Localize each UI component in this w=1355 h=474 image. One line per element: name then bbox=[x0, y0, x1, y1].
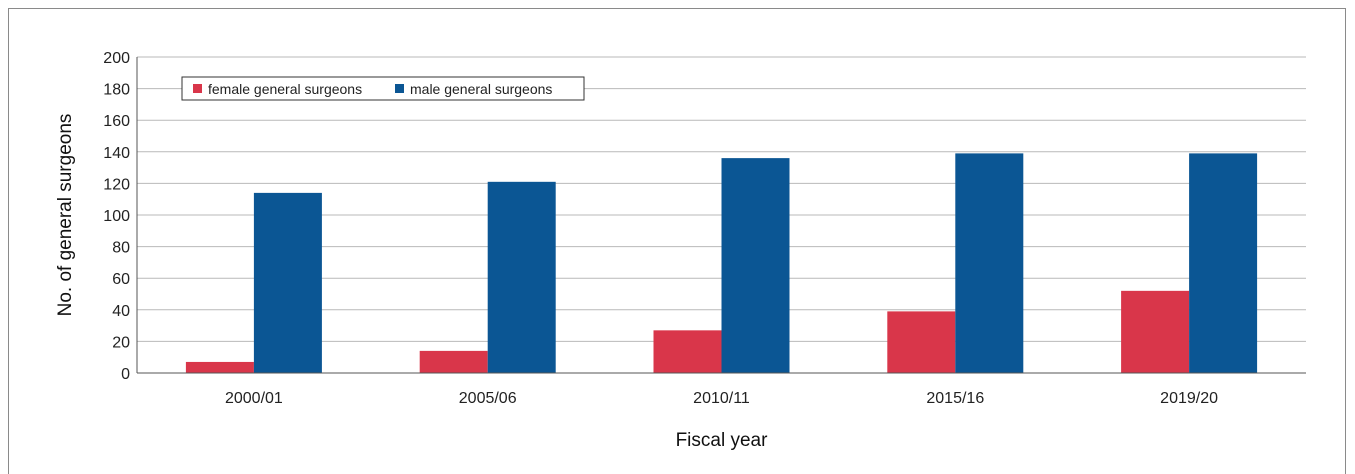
legend: female general surgeons male general sur… bbox=[181, 76, 585, 101]
x-tick-label: 2000/01 bbox=[225, 390, 283, 407]
y-axis-title: No. of general surgeons bbox=[55, 114, 76, 317]
x-tick-label: 2010/11 bbox=[693, 390, 750, 407]
bar-female-2010-11 bbox=[653, 330, 722, 373]
bar-male-2005-06 bbox=[487, 181, 556, 373]
bar-female-2015-16 bbox=[887, 311, 956, 373]
legend-swatch-female bbox=[193, 84, 202, 93]
x-tick-label: 2005/06 bbox=[459, 390, 517, 407]
y-tick-label: 60 bbox=[112, 271, 130, 288]
legend-label-male: male general surgeons bbox=[410, 81, 552, 97]
x-tick-label: 2015/16 bbox=[926, 390, 984, 407]
y-tick-label: 20 bbox=[112, 334, 130, 351]
legend-box bbox=[181, 76, 585, 101]
axes bbox=[136, 57, 1306, 374]
legend-swatch-male bbox=[395, 84, 404, 93]
y-tick-label: 200 bbox=[103, 50, 130, 67]
bar-male-2015-16 bbox=[955, 153, 1024, 373]
bar-female-2000-01 bbox=[185, 361, 254, 373]
y-tick-label: 80 bbox=[112, 240, 130, 257]
bar-female-2019-20 bbox=[1121, 290, 1190, 373]
y-tick-label: 180 bbox=[103, 82, 130, 99]
y-tick-label: 0 bbox=[121, 366, 130, 383]
legend-label-female: female general surgeons bbox=[208, 81, 362, 97]
bar-male-2019-20 bbox=[1189, 153, 1258, 373]
bars bbox=[185, 153, 1258, 373]
y-tick-label: 40 bbox=[112, 303, 130, 320]
y-tick-label: 100 bbox=[103, 208, 130, 225]
bar-female-2005-06 bbox=[419, 350, 488, 373]
y-tick-label: 140 bbox=[103, 145, 130, 162]
y-tick-labels: 0 20 40 60 80 100 120 140 160 180 200 bbox=[103, 50, 130, 383]
y-tick-label: 120 bbox=[103, 176, 130, 193]
x-tick-label: 2019/20 bbox=[1160, 390, 1218, 407]
x-axis-title: Fiscal year bbox=[676, 430, 769, 451]
bar-male-2010-11 bbox=[721, 158, 790, 373]
x-tick-labels: 2000/01 2005/06 2010/11 2015/16 2019/20 bbox=[225, 390, 1218, 407]
bar-male-2000-01 bbox=[253, 192, 322, 373]
y-tick-label: 160 bbox=[103, 113, 130, 130]
